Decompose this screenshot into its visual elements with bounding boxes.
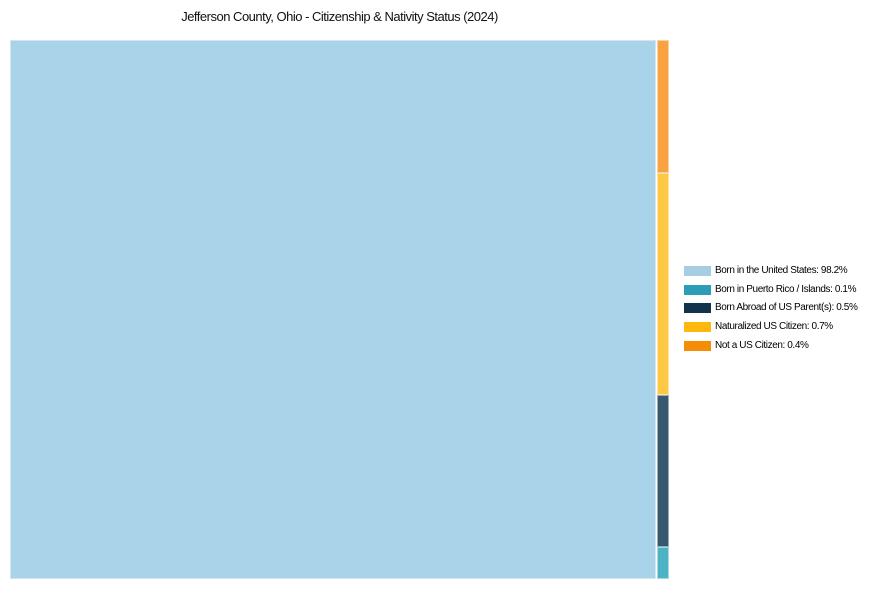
legend-label: Naturalized US Citizen: 0.7% [715,321,833,333]
legend-item-born-puerto-rico[interactable]: Born in Puerto Rico / Islands: 0.1% [684,283,857,295]
legend-label: Born in Puerto Rico / Islands: 0.1% [715,283,857,295]
legend-label: Not a US Citizen: 0.4% [715,339,809,351]
treemap-tile-born-in-us[interactable] [10,40,656,579]
legend-swatch-icon [684,322,711,333]
legend-swatch-icon [684,303,711,314]
legend-item-born-abroad[interactable]: Born Abroad of US Parent(s): 0.5% [684,302,858,314]
treemap-tile-not-a-us-citizen[interactable] [657,40,669,173]
legend-swatch-icon [684,340,711,351]
treemap-tile-born-abroad[interactable] [657,395,669,547]
treemap-tile-born-puerto-rico[interactable] [657,547,669,579]
treemap-minor-strip [657,40,669,579]
legend-label: Born Abroad of US Parent(s): 0.5% [715,302,858,314]
treemap-tile-naturalized-citizen[interactable] [657,173,669,395]
legend-swatch-icon [684,284,711,295]
legend-swatch-icon [684,266,711,276]
legend-item-naturalized-citizen[interactable]: Naturalized US Citizen: 0.7% [684,321,857,333]
legend-item-not-a-us-citizen[interactable]: Not a US Citizen: 0.4% [684,339,857,351]
chart-title: Jefferson County, Ohio - Citizenship & N… [181,9,498,24]
legend-label: Born in the United States: 98.2% [715,265,848,276]
legend: Born in the United States: 98.2% Born in… [684,266,858,351]
treemap-chart [10,40,669,579]
legend-item-born-in-us[interactable]: Born in the United States: 98.2% [684,266,857,276]
